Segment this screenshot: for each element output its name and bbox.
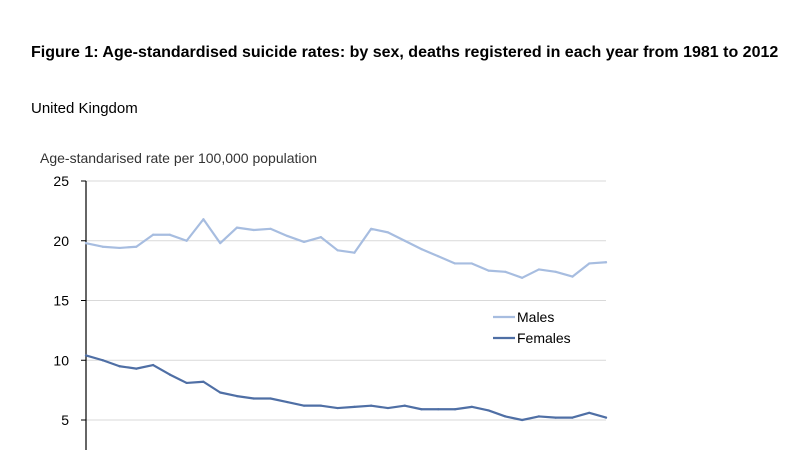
data-point-males-1982 (101, 245, 104, 248)
data-point-females-1990 (235, 395, 239, 398)
data-point-males-2001 (420, 248, 423, 251)
data-point-males-2004 (470, 262, 473, 265)
series-line-females (84, 354, 608, 422)
y-tick-label-5: 5 (61, 412, 69, 428)
series-line-males (84, 218, 608, 279)
series-lines (84, 218, 608, 422)
data-point-females-2001 (420, 408, 423, 411)
y-tick-label-10: 10 (53, 352, 69, 368)
data-point-females-1997 (353, 405, 356, 408)
data-point-females-2003 (453, 408, 457, 411)
data-point-males-2002 (437, 255, 440, 258)
data-point-males-1994 (302, 240, 306, 244)
data-point-females-2011 (588, 411, 591, 414)
data-point-males-1985 (152, 233, 155, 236)
data-point-males-1981 (84, 242, 88, 245)
legend: Males Females (493, 309, 571, 346)
data-point-females-2002 (437, 408, 440, 411)
data-point-females-2009 (554, 416, 557, 419)
data-point-females-2005 (487, 409, 490, 412)
data-point-males-2012 (604, 261, 608, 264)
figure-subtitle: United Kingdom (31, 100, 138, 117)
data-point-males-2005 (487, 269, 490, 272)
data-point-males-1992 (269, 227, 272, 230)
data-point-males-2008 (537, 268, 541, 271)
data-point-males-2003 (453, 262, 457, 265)
data-point-females-1994 (302, 404, 306, 407)
y-tick-label-15: 15 (53, 293, 69, 309)
data-point-females-1995 (319, 404, 322, 407)
data-point-females-2007 (521, 418, 524, 422)
data-point-males-2010 (571, 275, 574, 278)
data-point-males-2011 (588, 262, 591, 265)
data-point-males-2009 (554, 270, 557, 273)
data-point-females-2012 (604, 416, 608, 419)
data-point-males-1986 (168, 233, 171, 236)
data-point-males-2000 (403, 239, 406, 242)
data-point-females-1984 (135, 367, 138, 370)
y-tick-label-20: 20 (53, 233, 69, 249)
grid-lines (86, 180, 606, 421)
data-point-females-1986 (168, 373, 171, 376)
data-point-females-2006 (504, 415, 507, 418)
data-point-females-1999 (386, 406, 390, 410)
data-point-females-2000 (403, 404, 406, 407)
data-point-females-1988 (202, 380, 205, 383)
data-point-females-1983 (118, 365, 121, 368)
data-point-males-1989 (219, 242, 222, 245)
legend-label-females: Females (517, 330, 571, 346)
data-point-males-1987 (185, 239, 188, 242)
data-point-males-1988 (202, 218, 205, 221)
data-point-females-1993 (286, 400, 289, 404)
data-point-females-1991 (252, 397, 255, 400)
y-tick-label-25: 25 (53, 173, 69, 189)
data-point-females-1996 (336, 406, 339, 410)
data-point-males-2007 (521, 276, 524, 279)
data-point-females-1985 (152, 363, 155, 367)
data-point-males-1993 (286, 234, 289, 238)
data-point-males-1998 (370, 227, 373, 230)
y-tick-labels: 5 10 15 20 25 (53, 173, 86, 428)
data-point-females-2010 (571, 416, 574, 419)
data-point-females-1982 (101, 359, 104, 362)
data-point-females-1981 (84, 354, 88, 357)
data-point-females-1989 (219, 391, 222, 394)
legend-label-males: Males (517, 309, 554, 325)
data-point-males-2006 (504, 270, 507, 273)
figure-title: Figure 1: Age-standardised suicide rates… (31, 44, 779, 61)
data-point-females-1987 (185, 381, 188, 385)
data-point-males-1996 (336, 249, 339, 252)
data-point-males-1997 (353, 251, 356, 254)
data-point-males-1990 (235, 226, 239, 229)
data-point-females-2004 (470, 405, 473, 408)
data-point-males-1983 (118, 246, 121, 250)
data-point-males-1984 (135, 245, 138, 248)
cropped-edge (786, 0, 800, 450)
data-point-males-1999 (386, 231, 390, 234)
data-point-males-1991 (252, 228, 255, 232)
y-axis-label: Age-standarised rate per 100,000 populat… (40, 150, 317, 166)
data-point-females-1998 (370, 404, 373, 407)
data-point-females-2008 (537, 415, 541, 418)
data-point-males-1995 (319, 236, 322, 239)
data-point-females-1992 (269, 397, 272, 400)
